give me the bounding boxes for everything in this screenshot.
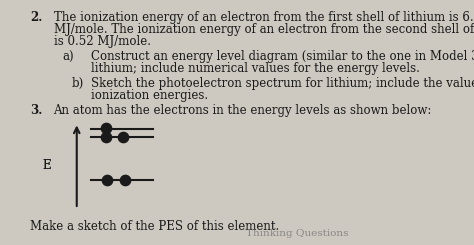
- Text: Sketch the photoelectron spectrum for lithium; include the values of the: Sketch the photoelectron spectrum for li…: [91, 77, 474, 90]
- Point: [102, 135, 110, 139]
- Text: 2.: 2.: [30, 11, 43, 24]
- Text: Thinking Questions: Thinking Questions: [246, 229, 349, 238]
- Text: Make a sketch of the PES of this element.: Make a sketch of the PES of this element…: [30, 220, 280, 233]
- Text: a): a): [63, 50, 74, 63]
- Text: 3.: 3.: [30, 104, 43, 117]
- Text: b): b): [72, 77, 84, 90]
- Point: [121, 178, 128, 182]
- Text: E: E: [43, 159, 51, 172]
- Text: ionization energies.: ionization energies.: [91, 89, 208, 102]
- Text: E: E: [43, 159, 51, 172]
- Text: is 0.52 MJ/mole.: is 0.52 MJ/mole.: [54, 35, 151, 48]
- Text: An atom has the electrons in the energy levels as shown below:: An atom has the electrons in the energy …: [54, 104, 432, 117]
- Point: [102, 126, 110, 130]
- Point: [103, 178, 111, 182]
- Text: The ionization energy of an electron from the first shell of lithium is 6.26: The ionization energy of an electron fro…: [54, 11, 474, 24]
- Text: MJ/mole. The ionization energy of an electron from the second shell of lithium: MJ/mole. The ionization energy of an ele…: [54, 23, 474, 36]
- Text: lithium; include numerical values for the energy levels.: lithium; include numerical values for th…: [91, 62, 419, 75]
- Point: [119, 135, 127, 139]
- Text: Construct an energy level diagram (similar to the one in Model 3) for: Construct an energy level diagram (simil…: [91, 50, 474, 63]
